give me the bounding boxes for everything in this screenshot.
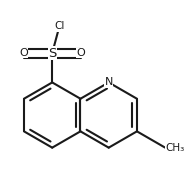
Text: N: N [105, 77, 113, 87]
Text: O: O [19, 48, 28, 58]
Text: Cl: Cl [54, 21, 65, 31]
Text: S: S [48, 47, 56, 60]
Text: O: O [77, 48, 85, 58]
Text: CH₃: CH₃ [165, 143, 184, 153]
